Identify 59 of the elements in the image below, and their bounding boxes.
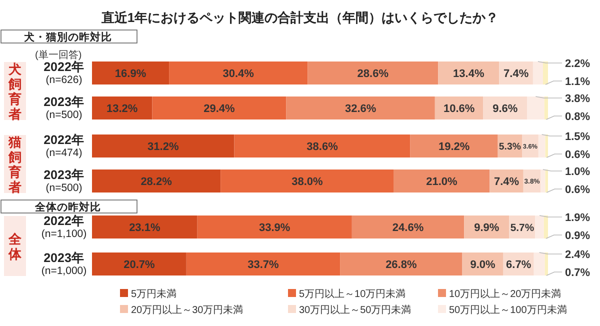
data-label: 30.4% — [222, 68, 254, 80]
data-label: 32.6% — [344, 103, 376, 116]
legend-label: 50万円以上～100万円未満 — [449, 304, 567, 316]
data-label: 2.2% — [565, 58, 590, 70]
data-label: 19.2% — [438, 141, 470, 154]
text: 全体 — [8, 232, 22, 262]
data-label: 28.2% — [140, 176, 172, 188]
legend-label: 10万円以上～20万円未満 — [449, 288, 562, 300]
data-label: 23.1% — [129, 222, 160, 234]
data-label: 1.1% — [565, 76, 590, 88]
legend-label: 5万円未満 — [131, 288, 177, 300]
data-label: 2.4% — [565, 249, 590, 261]
y-tick-label: 2022年 (n=1,100) — [41, 214, 87, 240]
data-label: 5.3% — [498, 142, 522, 153]
data-label: 0.6% — [565, 184, 590, 196]
data-label: 1.9% — [565, 212, 590, 224]
data-label: 26.8% — [386, 259, 417, 272]
data-label: 0.7% — [565, 267, 590, 279]
data-label: 38.6% — [306, 141, 338, 154]
chart-title: 直近1年におけるペット関連の合計支出（年間）はいくらでしたか？ — [100, 10, 499, 25]
data-label: 1.0% — [565, 166, 590, 178]
data-label: 6.7% — [506, 259, 532, 272]
text: (単一回答) — [35, 49, 82, 61]
data-label: 5.7% — [510, 222, 534, 234]
data-label: 24.6% — [392, 222, 424, 234]
data-label: 13.2% — [106, 103, 138, 116]
annotation: 全体の昨対比 — [34, 200, 101, 214]
text: 犬・猫別の昨対比 — [23, 30, 112, 44]
data-label: 9.6% — [492, 103, 518, 116]
legend-label: 5万円以上～10万円未満 — [299, 288, 406, 300]
y-tick-label: 2022年 (n=474) — [44, 133, 84, 159]
data-label: 10.6% — [443, 103, 475, 116]
data-label: 9.0% — [470, 259, 496, 272]
y-tick-label: 2022年 (n=626) — [44, 60, 84, 86]
data-label: 9.9% — [474, 222, 500, 234]
y-tick-label: 2023年 (n=500) — [44, 95, 84, 121]
data-label: 38.0% — [292, 176, 324, 188]
text: 犬飼育者 — [8, 62, 22, 122]
data-label: 21.0% — [426, 176, 458, 188]
data-label: 33.9% — [259, 222, 290, 234]
data-label: 13.4% — [453, 68, 484, 80]
data-label: 16.9% — [114, 68, 146, 80]
y-tick-label: 2023年 (n=500) — [44, 168, 84, 194]
data-label: 0.9% — [565, 230, 590, 242]
data-label: 7.4% — [494, 176, 520, 188]
data-label: 28.6% — [357, 68, 389, 80]
data-label: 7.4% — [504, 68, 529, 80]
legend-label: 30万円以上～50万円未満 — [299, 304, 412, 316]
data-label: 0.6% — [565, 149, 590, 161]
data-label: 1.5% — [565, 131, 590, 143]
data-label: 20.7% — [124, 259, 156, 272]
data-label: 33.7% — [248, 259, 280, 272]
data-label: 31.2% — [148, 141, 179, 154]
y-tick-label: 2023年 (n=1,000) — [41, 251, 87, 277]
data-label: 3.8% — [565, 93, 590, 105]
data-label: 29.4% — [204, 103, 236, 116]
text: 猫飼育者 — [8, 134, 22, 194]
data-label: 0.8% — [565, 111, 590, 123]
legend-label: 20万円以上～30万円未満 — [131, 304, 244, 316]
